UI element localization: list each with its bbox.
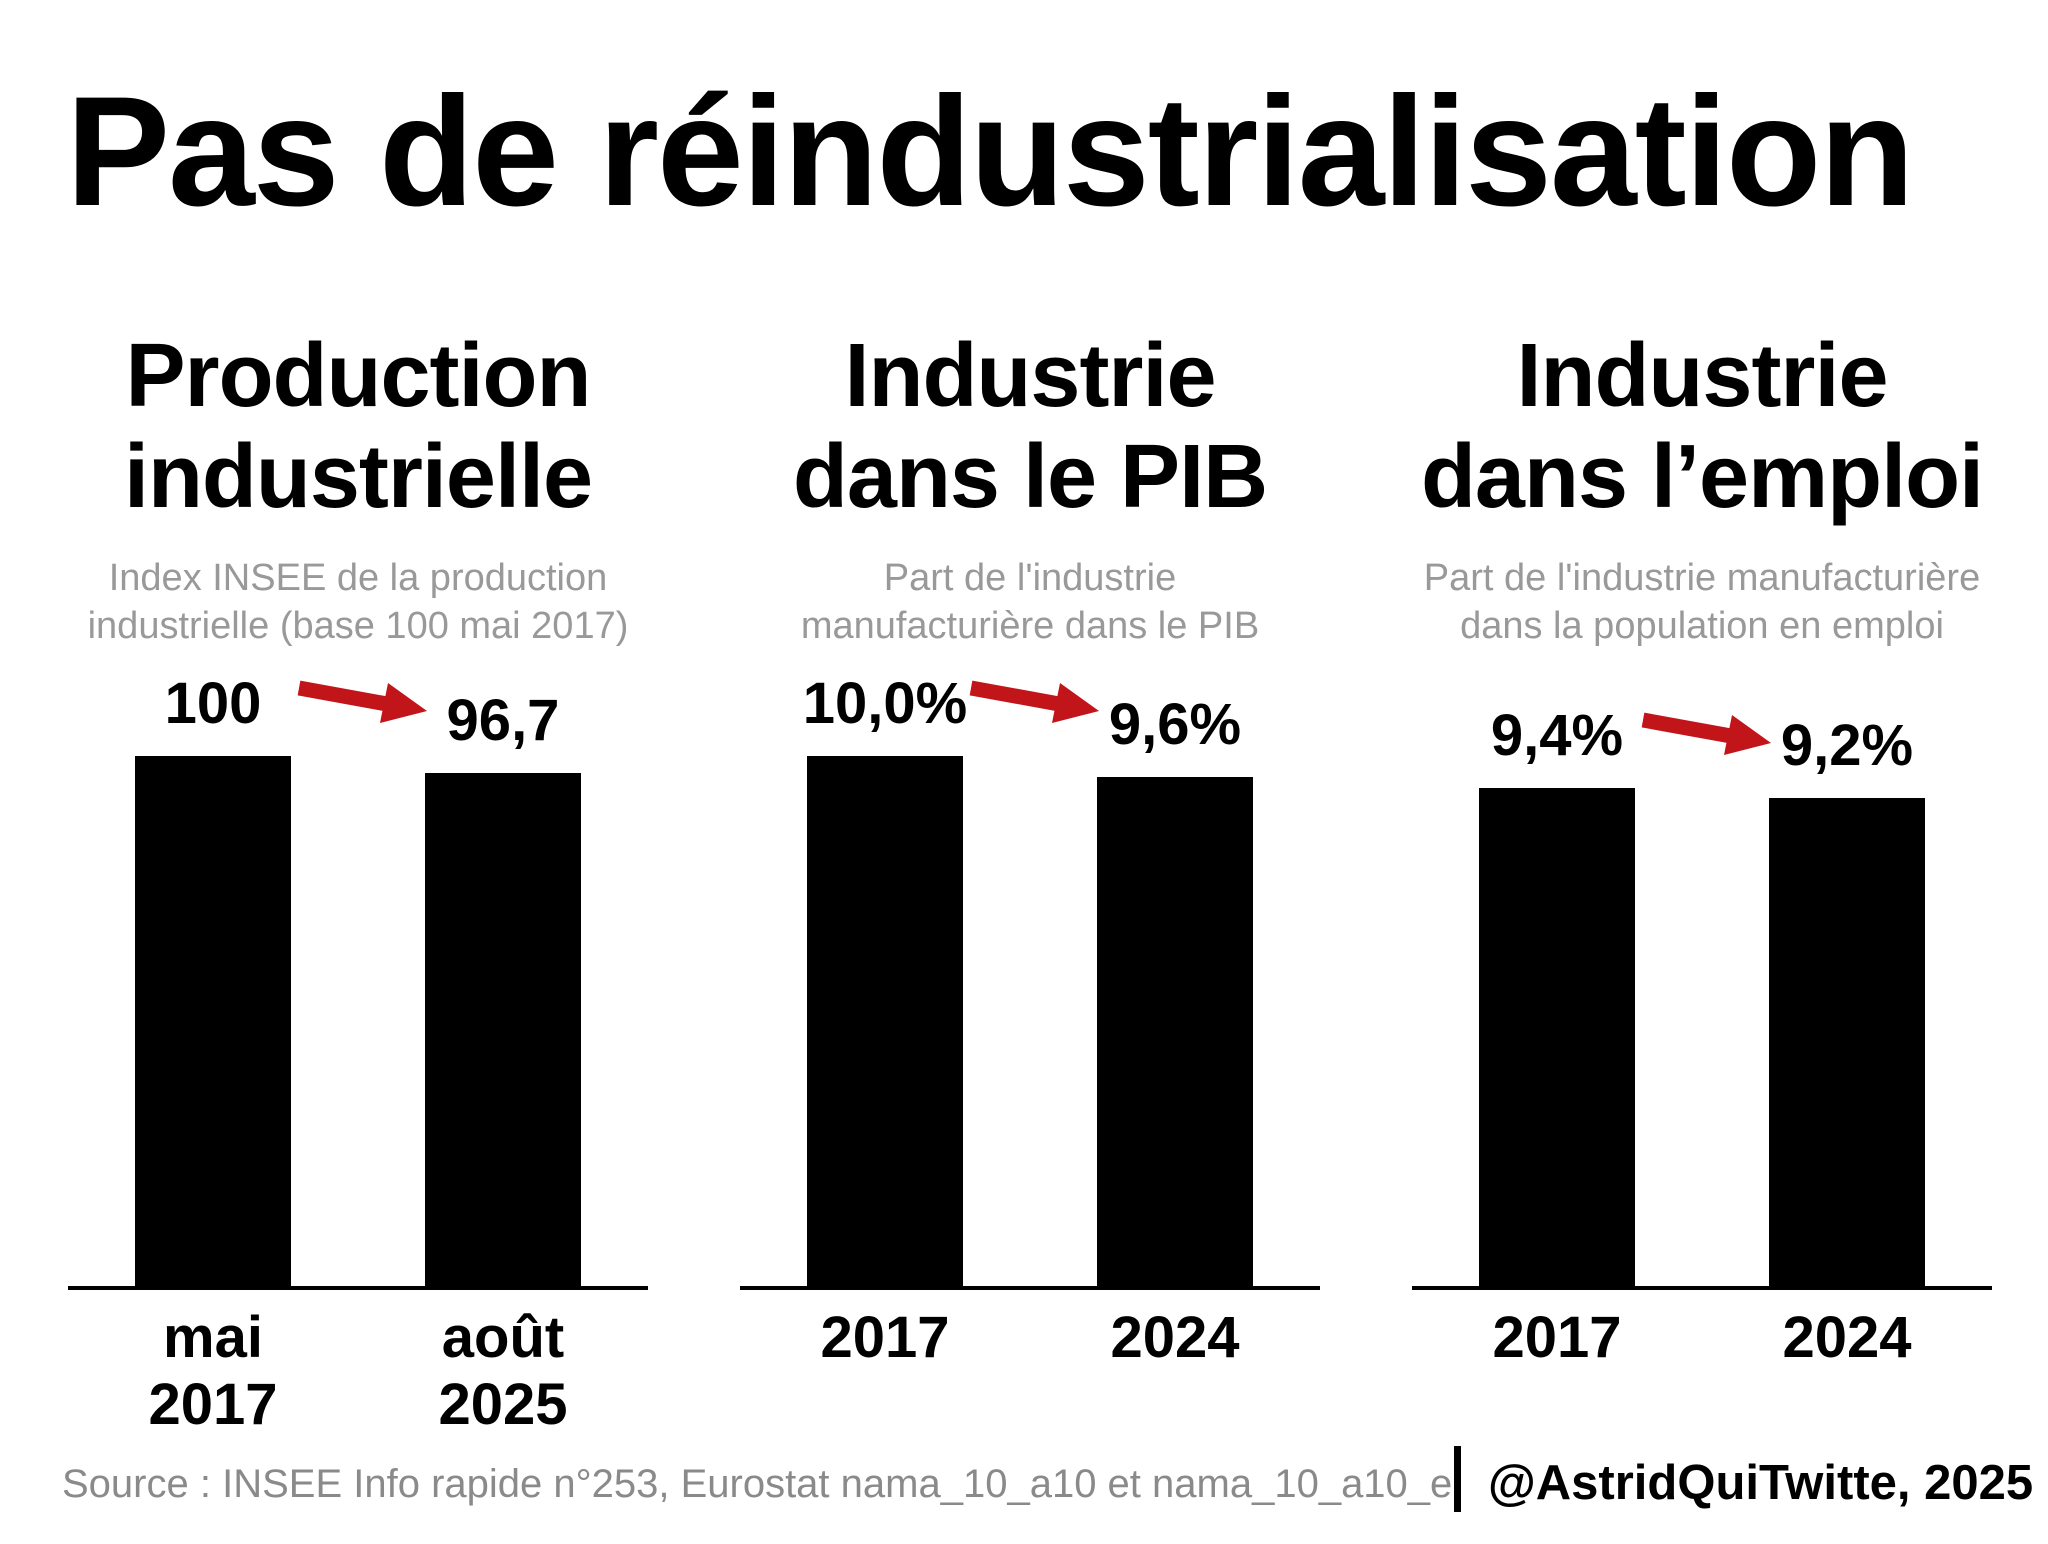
plot-area: 100 96,7 bbox=[68, 666, 648, 1291]
plot-area: 10,0% 9,6% bbox=[740, 666, 1320, 1291]
bar-value-label: 100 bbox=[164, 671, 262, 737]
x-axis-labels: 2017 2024 bbox=[740, 1304, 1320, 1371]
chart-title: Production industrielle bbox=[123, 326, 593, 527]
chart-subtitle: Part de l'industrie manufacturière dans … bbox=[800, 556, 1260, 647]
decline-arrow-icon bbox=[969, 680, 1099, 724]
chart-title: Industrie dans l’emploi bbox=[1420, 326, 1984, 527]
bar-mai-2017 bbox=[135, 756, 291, 1287]
x-axis-labels: mai 2017 août 2025 bbox=[68, 1304, 648, 1439]
chart-industrie-dans-le-pib: Industrie dans le PIB Part de l'industri… bbox=[740, 326, 1320, 1371]
bar-2017 bbox=[807, 756, 963, 1287]
bar-2024 bbox=[1769, 798, 1925, 1287]
bar-aout-2025 bbox=[425, 773, 581, 1287]
bar-value-label: 9,6% bbox=[1108, 692, 1242, 758]
page-title: Pas de réindustrialisation bbox=[66, 65, 1915, 239]
chart-production-industrielle: Production industrielle Index INSEE de l… bbox=[68, 326, 648, 1439]
x-axis-label: 2017 bbox=[1492, 1305, 1622, 1371]
bar-value-label: 96,7 bbox=[446, 688, 560, 754]
chart-industrie-dans-l-emploi: Industrie dans l’emploi Part de l'indust… bbox=[1412, 326, 1992, 1371]
x-axis-label: 2024 bbox=[1110, 1305, 1240, 1371]
decline-arrow-icon bbox=[1641, 712, 1771, 756]
bar-value-label: 10,0% bbox=[802, 671, 968, 737]
decline-arrow-icon bbox=[297, 680, 427, 724]
x-axis-label: mai 2017 bbox=[148, 1305, 278, 1438]
plot-area: 9,4% 9,2% bbox=[1412, 666, 1992, 1291]
chart-subtitle: Index INSEE de la production industriell… bbox=[87, 556, 629, 647]
chart-title: Industrie dans le PIB bbox=[792, 326, 1268, 527]
chart-subtitle: Part de l'industrie manufacturière dans … bbox=[1423, 556, 1981, 647]
x-axis-label: août 2025 bbox=[438, 1305, 568, 1438]
bar-value-label: 9,2% bbox=[1780, 713, 1914, 779]
source-note: Source : INSEE Info rapide n°253, Eurost… bbox=[62, 1462, 1453, 1506]
x-axis-labels: 2017 2024 bbox=[1412, 1304, 1992, 1371]
bar-2017 bbox=[1479, 788, 1635, 1287]
x-axis-label: 2017 bbox=[820, 1305, 950, 1371]
bar-2024 bbox=[1097, 777, 1253, 1287]
bar-value-label: 9,4% bbox=[1490, 703, 1624, 769]
x-axis-label: 2024 bbox=[1782, 1305, 1912, 1371]
author-credit: @AstridQuiTwitte, 2025 bbox=[1488, 1456, 2034, 1510]
separator-bar bbox=[1454, 1446, 1461, 1512]
